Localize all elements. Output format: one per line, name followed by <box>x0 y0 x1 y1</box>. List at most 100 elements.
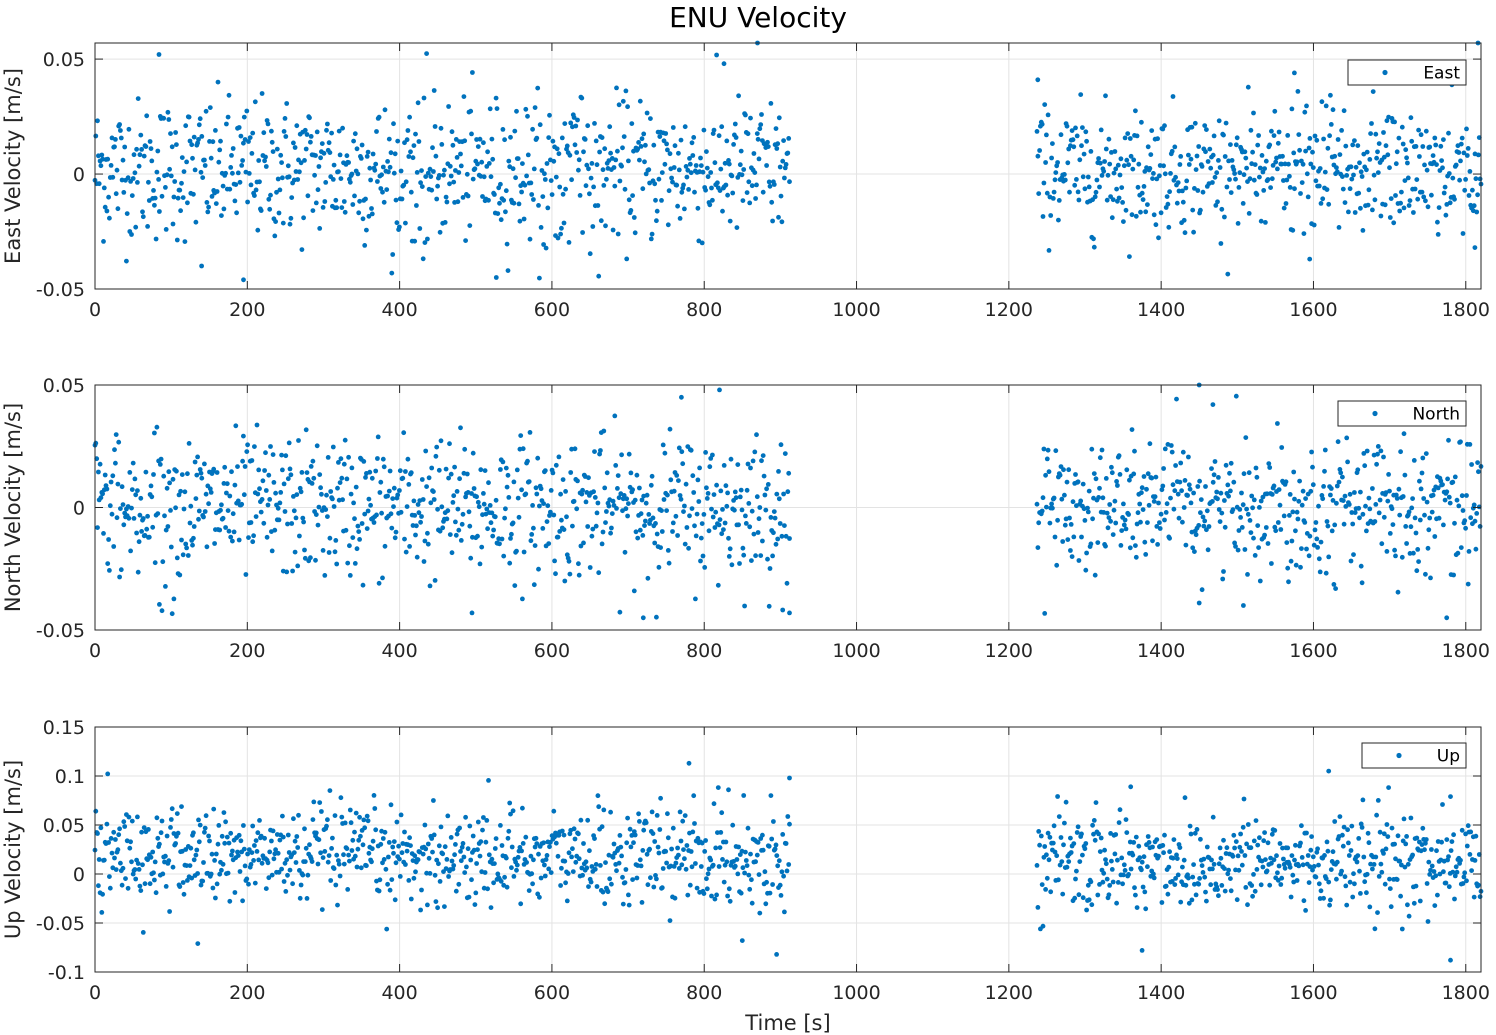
east-point-1294 <box>1435 219 1440 225</box>
up-point-621 <box>619 853 624 859</box>
east-point-175 <box>241 140 246 146</box>
east-point-407 <box>437 229 443 235</box>
north-point-683 <box>671 488 677 494</box>
north-velocity-panel: 0 200 400 600 800 1000 1200 1400 1600 1800-0.0500… <box>1 375 1490 662</box>
up-point-129 <box>202 829 207 835</box>
up-point-390 <box>423 846 429 852</box>
north-point-649 <box>643 518 648 524</box>
east-point-174 <box>240 158 246 163</box>
up-point-401 <box>432 872 438 878</box>
up-point-817 <box>785 814 791 819</box>
east-point-938 <box>1130 166 1136 172</box>
north-point-1040 <box>1218 490 1224 496</box>
up-point-765 <box>741 793 747 798</box>
north-point-78 <box>158 456 164 462</box>
north-point-954 <box>1145 520 1150 525</box>
up-point-1118 <box>1285 845 1291 851</box>
up-point-1269 <box>1414 835 1420 841</box>
east-point-958 <box>1147 166 1153 171</box>
north-point-262 <box>314 443 320 449</box>
east-point-210 <box>270 149 276 155</box>
up-point-740 <box>720 857 725 862</box>
east-point-403 <box>434 196 440 202</box>
east-point-1219 <box>1370 89 1376 94</box>
up-point-62 <box>145 857 151 863</box>
north-point-299 <box>346 454 351 460</box>
east-point-636 <box>631 215 637 220</box>
north-point-399 <box>431 489 436 494</box>
up-point-1223 <box>1375 910 1380 915</box>
east-point-517 <box>531 197 536 202</box>
north-point-506 <box>521 549 527 555</box>
up-point-1171 <box>1330 849 1336 855</box>
north-point-110 <box>185 553 191 558</box>
north-point-376 <box>411 498 417 504</box>
east-point-212 <box>272 233 278 239</box>
east-point-306 <box>352 193 357 199</box>
north-point-671 <box>661 497 667 502</box>
up-point-354 <box>392 897 398 903</box>
north-point-1295 <box>1436 515 1442 521</box>
east-point-1130 <box>1294 159 1300 165</box>
north-point-409 <box>439 504 445 510</box>
east-point-354 <box>392 151 398 157</box>
east-point-617 <box>615 231 621 237</box>
up-point-879 <box>1080 895 1086 901</box>
east-point-1045 <box>1222 214 1227 220</box>
up-point-7 <box>98 825 104 831</box>
up-point-1066 <box>1240 824 1246 830</box>
north-point-342 <box>382 543 388 549</box>
north-point-775 <box>749 508 755 514</box>
north-point-1057 <box>1233 544 1238 549</box>
east-point-458 <box>481 140 486 146</box>
east-point-822 <box>721 61 727 67</box>
north-point-621 <box>619 452 624 458</box>
up-point-149 <box>219 867 224 873</box>
up-point-929 <box>1123 817 1129 822</box>
up-point-446 <box>470 833 476 839</box>
east-point-842 <box>1048 213 1054 218</box>
up-point-1226 <box>1377 829 1383 835</box>
up-point-623 <box>620 901 626 907</box>
north-point-148 <box>218 507 223 513</box>
up-point-346 <box>386 854 391 860</box>
north-point-125 <box>198 470 204 476</box>
up-point-230 <box>287 867 293 873</box>
north-point-648 <box>642 523 647 528</box>
east-point-285 <box>334 205 340 211</box>
north-point-498 <box>514 467 520 473</box>
north-point-897 <box>1096 495 1101 500</box>
east-point-264 <box>316 164 322 169</box>
up-point-403 <box>434 857 440 863</box>
north-point-719 <box>702 565 708 570</box>
east-point-884 <box>1084 138 1089 144</box>
north-point-595 <box>597 451 602 457</box>
east-point-1049 <box>1225 271 1231 277</box>
east-point-988 <box>1173 174 1178 180</box>
north-point-598 <box>599 541 605 547</box>
east-point-12 <box>102 204 108 210</box>
east-point-226 <box>284 101 290 106</box>
up-point-925 <box>1120 881 1125 887</box>
up-point-950 <box>1141 854 1147 860</box>
up-point-882 <box>1083 841 1089 846</box>
east-point-1280 <box>1423 198 1428 204</box>
north-point-1078 <box>1251 535 1256 541</box>
up-point-1282 <box>1425 919 1431 924</box>
east-point-170 <box>236 125 242 130</box>
up-point-420 <box>448 835 454 840</box>
east-point-752 <box>730 190 736 196</box>
east-point-295 <box>342 209 348 215</box>
up-point-1222 <box>1374 812 1379 818</box>
north-point-1175 <box>1334 500 1339 506</box>
north-point-858 <box>1062 522 1068 528</box>
north-point-1109 <box>1277 502 1283 508</box>
up-point-53 <box>137 883 143 889</box>
up-point-1135 <box>1299 855 1305 860</box>
east-point-930 <box>1123 207 1129 213</box>
up-point-726 <box>708 857 714 863</box>
north-point-785 <box>758 553 764 558</box>
up-point-274 <box>325 817 330 823</box>
north-point-265 <box>317 472 323 477</box>
up-point-452 <box>475 819 481 825</box>
